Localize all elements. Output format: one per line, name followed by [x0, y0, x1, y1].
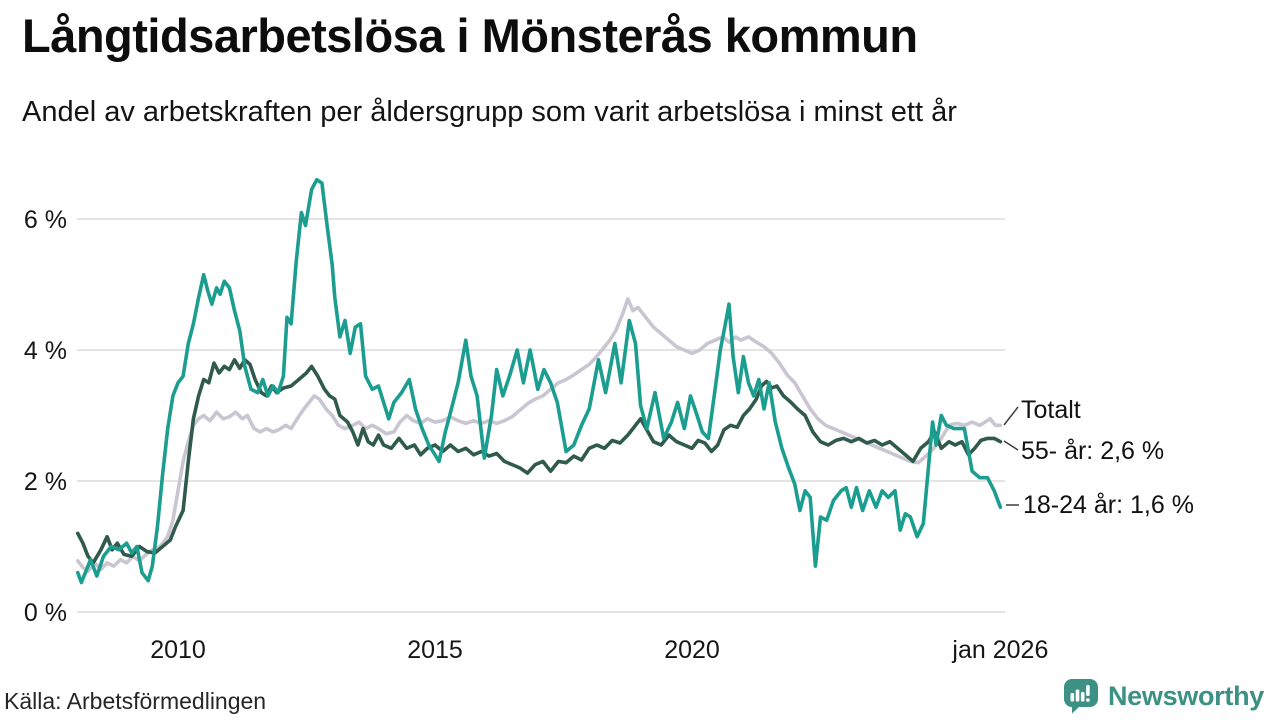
x-tick-label: 2010 [150, 636, 206, 664]
page-title: Långtidsarbetslösa i Mönsterås kommun [22, 9, 918, 62]
y-axis-labels: 0 % 2 % 4 % 6 % [24, 206, 67, 627]
x-tick-label: 2020 [664, 636, 720, 664]
x-tick-label: jan 2026 [951, 636, 1048, 664]
y-tick-label: 6 % [24, 206, 67, 234]
leader-line-totalt [1003, 406, 1019, 426]
source-note: Källa: Arbetsförmedlingen [4, 688, 267, 714]
page-subtitle: Andel av arbetskraften per åldersgrupp s… [22, 96, 957, 128]
leader-line-55 [1003, 440, 1019, 451]
leader-lines [1003, 406, 1019, 506]
newsworthy-icon [1063, 679, 1098, 714]
y-tick-label: 2 % [24, 468, 67, 496]
x-tick-label: 2015 [407, 636, 463, 664]
series-line-totalt [76, 297, 1003, 574]
series-line-55-r [76, 357, 1003, 565]
y-tick-label: 0 % [24, 599, 67, 627]
brand-name: Newsworthy [1107, 681, 1264, 711]
series-end-label-55: 55- år: 2,6 % [1021, 437, 1165, 465]
series-end-label-totalt: Totalt [1021, 396, 1081, 424]
series-lines [76, 177, 1003, 585]
y-tick-label: 4 % [24, 337, 67, 365]
brand-logo: Newsworthy [1062, 678, 1264, 715]
x-axis-labels: 2010 2015 2020 jan 2026 [150, 636, 1048, 664]
series-end-label-18-24: 18-24 år: 1,6 % [1023, 491, 1194, 519]
series-line-18-24-r [76, 177, 1003, 585]
gridlines [77, 218, 1005, 613]
